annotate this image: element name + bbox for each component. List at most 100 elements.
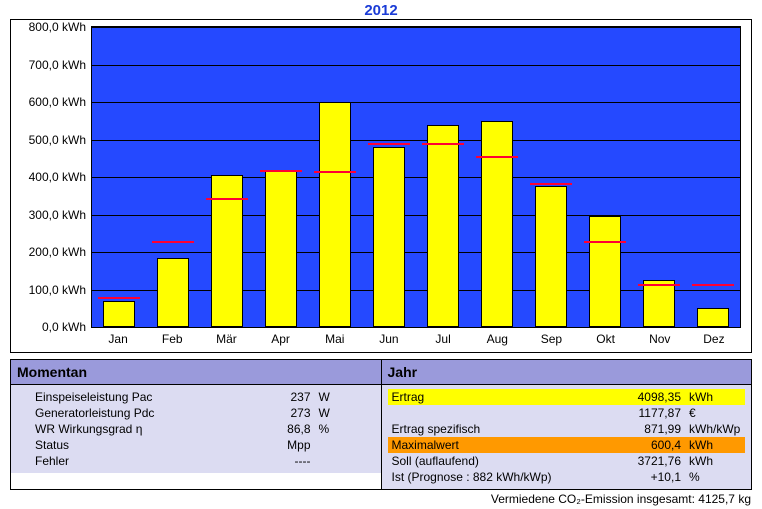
row-value: 1177,87 <box>615 405 685 421</box>
chart-gridline <box>92 27 740 28</box>
panel-momentan: Momentan Einspeiseleistung Pac237WGenera… <box>11 360 381 489</box>
row-unit: kWh <box>685 437 745 453</box>
chart-bar <box>697 308 729 327</box>
chart-marker <box>476 156 518 158</box>
chart-marker <box>152 241 194 243</box>
chart-marker <box>98 297 140 299</box>
panel-momentan-header: Momentan <box>11 360 381 385</box>
chart-x-label: Aug <box>487 332 508 346</box>
row-value: 3721,76 <box>615 453 685 469</box>
chart-y-label: 100,0 kWh <box>29 283 86 297</box>
chart-container: 0,0 kWh100,0 kWh200,0 kWh300,0 kWh400,0 … <box>10 19 752 353</box>
row-label: WR Wirkungsgrad η <box>17 421 260 437</box>
chart-marker <box>422 143 464 145</box>
row-label: Maximalwert <box>388 437 616 453</box>
table-row: Ertrag4098,35kWh <box>388 389 746 405</box>
chart-bar <box>589 216 621 327</box>
chart-y-label: 300,0 kWh <box>29 208 86 222</box>
chart-gridline <box>92 65 740 66</box>
row-unit: % <box>315 421 375 437</box>
row-unit: % <box>685 469 745 485</box>
chart-x-label: Jun <box>379 332 398 346</box>
row-value: 273 <box>260 405 314 421</box>
chart-bar <box>481 121 513 327</box>
chart-x-label: Feb <box>162 332 183 346</box>
chart-x-label: Mai <box>325 332 344 346</box>
chart-gridline <box>92 102 740 103</box>
chart-bar <box>427 125 459 328</box>
chart-x-label: Jul <box>435 332 450 346</box>
chart-x-label: Nov <box>649 332 670 346</box>
chart-bar <box>103 301 135 327</box>
chart-x-label: Jan <box>108 332 127 346</box>
chart-x-label: Apr <box>271 332 290 346</box>
footer-co2: Vermiedene CO₂-Emission insgesamt: 4125,… <box>11 492 751 506</box>
chart-marker <box>260 170 302 172</box>
row-label: Status <box>17 437 260 453</box>
panel-jahr: Jahr Ertrag4098,35kWh1177,87€Ertrag spez… <box>381 360 752 489</box>
chart-y-label: 400,0 kWh <box>29 170 86 184</box>
table-row: Soll (auflaufend)3721,76kWh <box>388 453 746 469</box>
chart-bar <box>265 170 297 328</box>
row-value: ---- <box>260 453 314 469</box>
table-row: 1177,87€ <box>388 405 746 421</box>
chart-x-axis: Jan Feb Mär Apr Mai Jun Jul Aug Sep Okt Nov Dez <box>91 328 741 352</box>
row-unit <box>315 453 375 469</box>
chart-marker <box>206 198 248 200</box>
row-unit: kWh <box>685 453 745 469</box>
chart-title: 2012 <box>0 0 762 19</box>
chart-gridline <box>92 140 740 141</box>
chart-y-label: 800,0 kWh <box>29 20 86 34</box>
table-row: Einspeiseleistung Pac237W <box>17 389 375 405</box>
row-unit: kWh/kWp <box>685 421 745 437</box>
row-unit <box>315 437 375 453</box>
chart-marker <box>314 171 356 173</box>
row-unit: W <box>315 405 375 421</box>
chart-bar <box>535 186 567 327</box>
table-row: Maximalwert600,4kWh <box>388 437 746 453</box>
chart-bar <box>373 147 405 327</box>
table-momentan: Einspeiseleistung Pac237WGeneratorleistu… <box>17 389 375 469</box>
chart-marker <box>638 284 680 286</box>
row-label: Fehler <box>17 453 260 469</box>
chart-marker <box>584 241 626 243</box>
table-row: StatusMpp <box>17 437 375 453</box>
chart-bar <box>157 258 189 327</box>
chart-bar <box>643 280 675 327</box>
row-value: 86,8 <box>260 421 314 437</box>
data-tables: Momentan Einspeiseleistung Pac237WGenera… <box>10 359 752 490</box>
row-value: 4098,35 <box>615 389 685 405</box>
chart-x-label: Dez <box>703 332 724 346</box>
row-label <box>388 405 616 421</box>
chart-bar <box>319 102 351 327</box>
chart-y-label: 600,0 kWh <box>29 95 86 109</box>
chart-marker <box>530 183 572 185</box>
row-unit: W <box>315 389 375 405</box>
row-value: Mpp <box>260 437 314 453</box>
table-row: Ertrag spezifisch871,99kWh/kWp <box>388 421 746 437</box>
chart-x-label: Okt <box>596 332 615 346</box>
row-unit: kWh <box>685 389 745 405</box>
table-row: Generatorleistung Pdc273W <box>17 405 375 421</box>
row-label: Ertrag <box>388 389 616 405</box>
row-value: 237 <box>260 389 314 405</box>
table-row: Ist (Prognose : 882 kWh/kWp)+10,1% <box>388 469 746 485</box>
row-label: Ertrag spezifisch <box>388 421 616 437</box>
chart-marker <box>368 143 410 145</box>
chart-marker <box>692 284 734 286</box>
row-value: 871,99 <box>615 421 685 437</box>
row-label: Generatorleistung Pdc <box>17 405 260 421</box>
chart-gridline <box>92 215 740 216</box>
row-value: 600,4 <box>615 437 685 453</box>
row-label: Einspeiseleistung Pac <box>17 389 260 405</box>
chart-plot-area: 0,0 kWh100,0 kWh200,0 kWh300,0 kWh400,0 … <box>91 26 741 328</box>
chart-y-label: 500,0 kWh <box>29 133 86 147</box>
chart-x-label: Sep <box>541 332 562 346</box>
chart-y-label: 200,0 kWh <box>29 245 86 259</box>
chart-x-label: Mär <box>216 332 237 346</box>
row-value: +10,1 <box>615 469 685 485</box>
panel-jahr-header: Jahr <box>382 360 752 385</box>
table-row: Fehler---- <box>17 453 375 469</box>
chart-gridline <box>92 177 740 178</box>
chart-y-label: 700,0 kWh <box>29 58 86 72</box>
